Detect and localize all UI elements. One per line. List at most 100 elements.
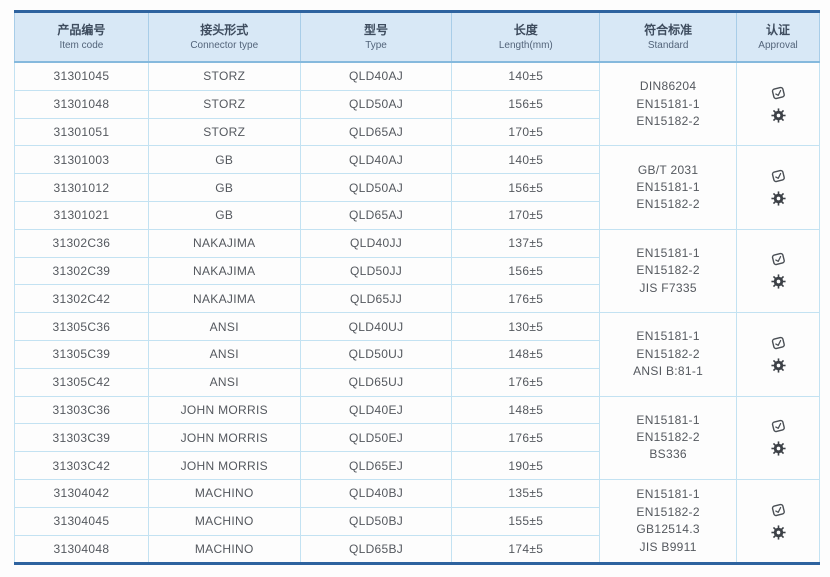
length-cell: 176±5: [451, 367, 601, 397]
item-code-cell: 31304042: [14, 478, 149, 508]
header-length-zh: 长度: [513, 23, 538, 38]
type-cell: QLD50UJ: [299, 339, 453, 369]
approval-cell: [736, 478, 820, 565]
item-code-cell: 31301012: [14, 173, 149, 202]
type-cell: QLD40UJ: [299, 312, 453, 341]
standard-line: EN15181-1: [636, 245, 700, 260]
length-cell: 156±5: [451, 173, 601, 202]
connector-type-cell: STORZ: [147, 61, 301, 91]
header-type-zh: 型号: [364, 23, 389, 38]
item-code-cell: 31301045: [14, 61, 149, 91]
connector-type-cell: NAKAJIMA: [147, 256, 301, 286]
connector-type-cell: JOHN MORRIS: [147, 423, 301, 453]
header-length-en: Length(mm): [498, 39, 553, 51]
type-cell: QLD40AJ: [299, 61, 453, 91]
wheelmark-gear-icon: [770, 441, 786, 456]
item-code-cell: 31302C39: [14, 256, 149, 286]
header-standard-zh: 符合标准: [644, 23, 693, 38]
table-row: 31303C42 JOHN MORRIS QLD65EJ 190±5: [14, 451, 820, 480]
approval-cell: [736, 312, 820, 397]
length-cell: 174±5: [451, 534, 601, 565]
type-cell: QLD50AJ: [299, 89, 453, 119]
item-code-cell: 31304048: [14, 534, 149, 565]
approval-cell: [736, 228, 820, 314]
standard-cell: EN15181-1 EN15182-2 ANSI B:81-1: [599, 312, 738, 397]
product-spec-table: 产品编号 Item code 接头形式 Connector type 型号 Ty…: [14, 10, 820, 566]
connector-type-cell: STORZ: [147, 89, 301, 119]
standard-line: EN15181-1: [636, 487, 700, 502]
type-cell: QLD40JJ: [299, 228, 453, 258]
type-cell: QLD50EJ: [299, 423, 453, 453]
header-connector-type-zh: 接头形式: [200, 23, 249, 38]
length-cell: 170±5: [451, 200, 601, 230]
connector-type-cell: MACHINO: [147, 478, 301, 508]
connector-type-cell: JOHN MORRIS: [147, 451, 301, 480]
wheelmark-gear-icon: [770, 191, 786, 206]
certificate-stamp-icon: [771, 420, 785, 433]
connector-type-cell: NAKAJIMA: [147, 228, 301, 258]
standard-cell: EN15181-1 EN15182-2 GB12514.3 JIS B9911: [599, 478, 738, 565]
header-approval: 认证 Approval: [736, 11, 820, 63]
certificate-stamp-icon: [771, 253, 785, 266]
item-code-cell: 31301048: [14, 89, 149, 119]
item-code-cell: 31305C36: [14, 312, 149, 341]
standard-cell: GB/T 2031 EN15181-1 EN15182-2: [599, 145, 738, 230]
length-cell: 148±5: [451, 395, 601, 425]
standard-cell: EN15181-1 EN15182-2 BS336: [599, 395, 738, 480]
approval-icon-stack: [739, 503, 817, 540]
header-connector-type: 接头形式 Connector type: [147, 11, 301, 63]
connector-type-cell: GB: [147, 145, 301, 175]
table-row: 31305C39 ANSI QLD50UJ 148±5: [14, 339, 820, 369]
wheelmark-gear-icon: [770, 525, 786, 540]
type-cell: QLD40BJ: [299, 478, 453, 508]
header-approval-zh: 认证: [766, 23, 791, 38]
approval-icon-stack: [739, 336, 817, 373]
item-code-cell: 31303C36: [14, 395, 149, 425]
length-cell: 140±5: [451, 145, 601, 175]
header-standard-en: Standard: [647, 39, 689, 51]
wheelmark-gear-icon: [770, 108, 786, 123]
standard-line: EN15182-2: [636, 430, 700, 445]
standard-line: JIS F7335: [639, 280, 697, 295]
standard-line: EN15182-2: [636, 346, 700, 361]
table-row: 31304048 MACHINO QLD65BJ 174±5: [14, 534, 820, 565]
approval-cell: [736, 145, 820, 230]
table-row: 31301048 STORZ QLD50AJ 156±5: [14, 89, 820, 119]
item-code-cell: 31303C42: [14, 451, 149, 480]
connector-type-cell: STORZ: [147, 117, 301, 147]
standard-line: DIN86204: [639, 79, 697, 94]
standard-line: GB/T 2031: [637, 162, 699, 177]
length-cell: 140±5: [451, 61, 601, 91]
type-cell: QLD50AJ: [299, 173, 453, 202]
header-length: 长度 Length(mm): [451, 11, 601, 63]
item-code-cell: 31305C42: [14, 367, 149, 397]
connector-type-cell: GB: [147, 200, 301, 230]
length-cell: 137±5: [451, 228, 601, 258]
header-connector-type-en: Connector type: [190, 39, 259, 51]
approval-icon-stack: [739, 86, 817, 123]
length-cell: 135±5: [451, 478, 601, 508]
standard-line: GB12514.3: [636, 522, 700, 537]
standard-cell: DIN86204 EN15181-1 EN15182-2: [599, 61, 738, 147]
type-cell: QLD50BJ: [299, 506, 453, 536]
header-type-en: Type: [365, 39, 387, 51]
header-approval-en: Approval: [758, 39, 798, 51]
approval-cell: [736, 61, 820, 147]
connector-type-cell: JOHN MORRIS: [147, 395, 301, 425]
connector-type-cell: ANSI: [147, 339, 301, 369]
certificate-stamp-icon: [771, 169, 785, 183]
table-body: 31301045 STORZ QLD40AJ 140±5 DIN86204 EN15181…: [14, 61, 820, 565]
table-row: 31305C36 ANSI QLD40UJ 130±5 EN15181-1 EN15182…: [14, 312, 820, 397]
type-cell: QLD65AJ: [299, 200, 453, 230]
length-cell: 155±5: [451, 506, 601, 536]
type-cell: QLD65BJ: [299, 534, 453, 565]
type-cell: QLD65UJ: [299, 367, 453, 397]
wheelmark-gear-icon: [770, 358, 786, 373]
standard-line: EN15182-2: [636, 504, 700, 519]
certificate-stamp-icon: [771, 336, 785, 350]
certificate-stamp-icon: [771, 86, 785, 99]
length-cell: 130±5: [451, 312, 601, 341]
item-code-cell: 31305C39: [14, 339, 149, 369]
type-cell: QLD50JJ: [299, 256, 453, 286]
